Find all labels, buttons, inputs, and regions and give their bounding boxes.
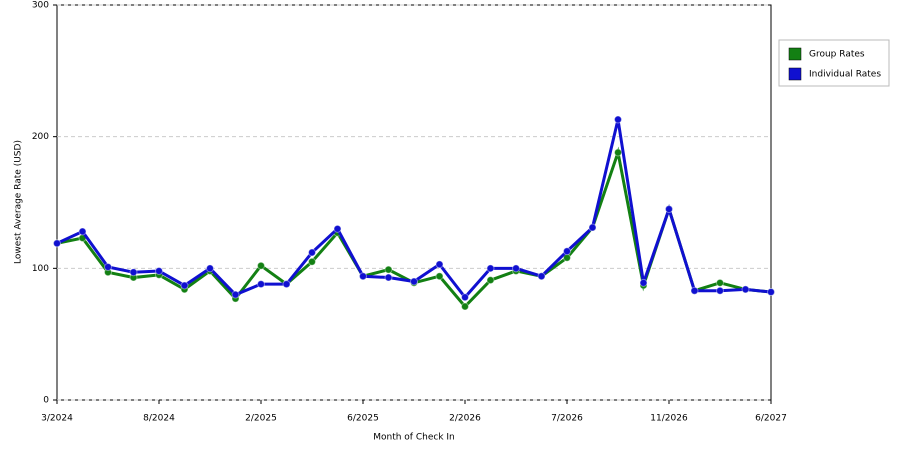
data-point <box>639 278 648 287</box>
legend-label: Individual Rates <box>809 70 881 80</box>
data-point <box>359 272 367 281</box>
data-point <box>563 247 571 256</box>
data-point <box>741 285 750 294</box>
data-point <box>512 264 520 273</box>
data-point <box>257 261 265 270</box>
data-point <box>384 273 393 282</box>
y-tick-label: 300 <box>32 1 49 11</box>
data-point <box>104 263 112 272</box>
x-tick-label: 11/2026 <box>650 414 688 424</box>
x-tick-label: 8/2024 <box>143 414 175 424</box>
data-point <box>716 286 724 295</box>
x-tick-label: 2/2025 <box>245 414 277 424</box>
x-axis-label: Month of Check In <box>373 433 455 443</box>
y-tick-label: 200 <box>32 132 49 142</box>
data-point <box>486 264 495 273</box>
data-point <box>333 224 342 233</box>
data-point <box>614 148 622 157</box>
data-point <box>155 266 163 275</box>
data-point <box>537 272 546 281</box>
y-tick-label: 100 <box>32 264 49 274</box>
x-tick-label: 6/2025 <box>347 414 379 424</box>
data-point <box>257 280 265 289</box>
data-point <box>78 227 87 236</box>
data-point <box>206 264 214 273</box>
data-point <box>308 248 316 257</box>
data-point <box>410 277 418 286</box>
data-point <box>716 278 724 287</box>
data-point <box>486 276 495 285</box>
data-point <box>308 257 316 266</box>
x-tick-label: 6/2027 <box>755 414 787 424</box>
data-point <box>282 280 291 289</box>
data-point <box>614 115 622 124</box>
data-point <box>231 290 240 299</box>
data-point <box>384 265 393 274</box>
y-axis-label: Lowest Average Rate (USD) <box>14 140 24 264</box>
data-point <box>461 302 469 311</box>
data-point <box>435 260 444 269</box>
x-tick-label: 7/2026 <box>551 414 583 424</box>
data-point <box>53 239 61 248</box>
x-tick-label: 2/2026 <box>449 414 481 424</box>
data-point <box>180 281 189 290</box>
data-point <box>767 288 775 297</box>
legend-label: Group Rates <box>809 50 865 60</box>
data-point <box>461 293 469 302</box>
data-point <box>588 223 597 232</box>
data-point <box>435 272 444 281</box>
data-point <box>129 268 138 277</box>
data-point <box>665 205 673 214</box>
y-tick-label: 0 <box>43 396 49 406</box>
x-tick-label: 3/2024 <box>41 414 73 424</box>
plot-area <box>56 4 772 401</box>
legend-swatch <box>788 67 802 81</box>
data-point <box>690 286 699 295</box>
legend-swatch <box>788 47 802 61</box>
